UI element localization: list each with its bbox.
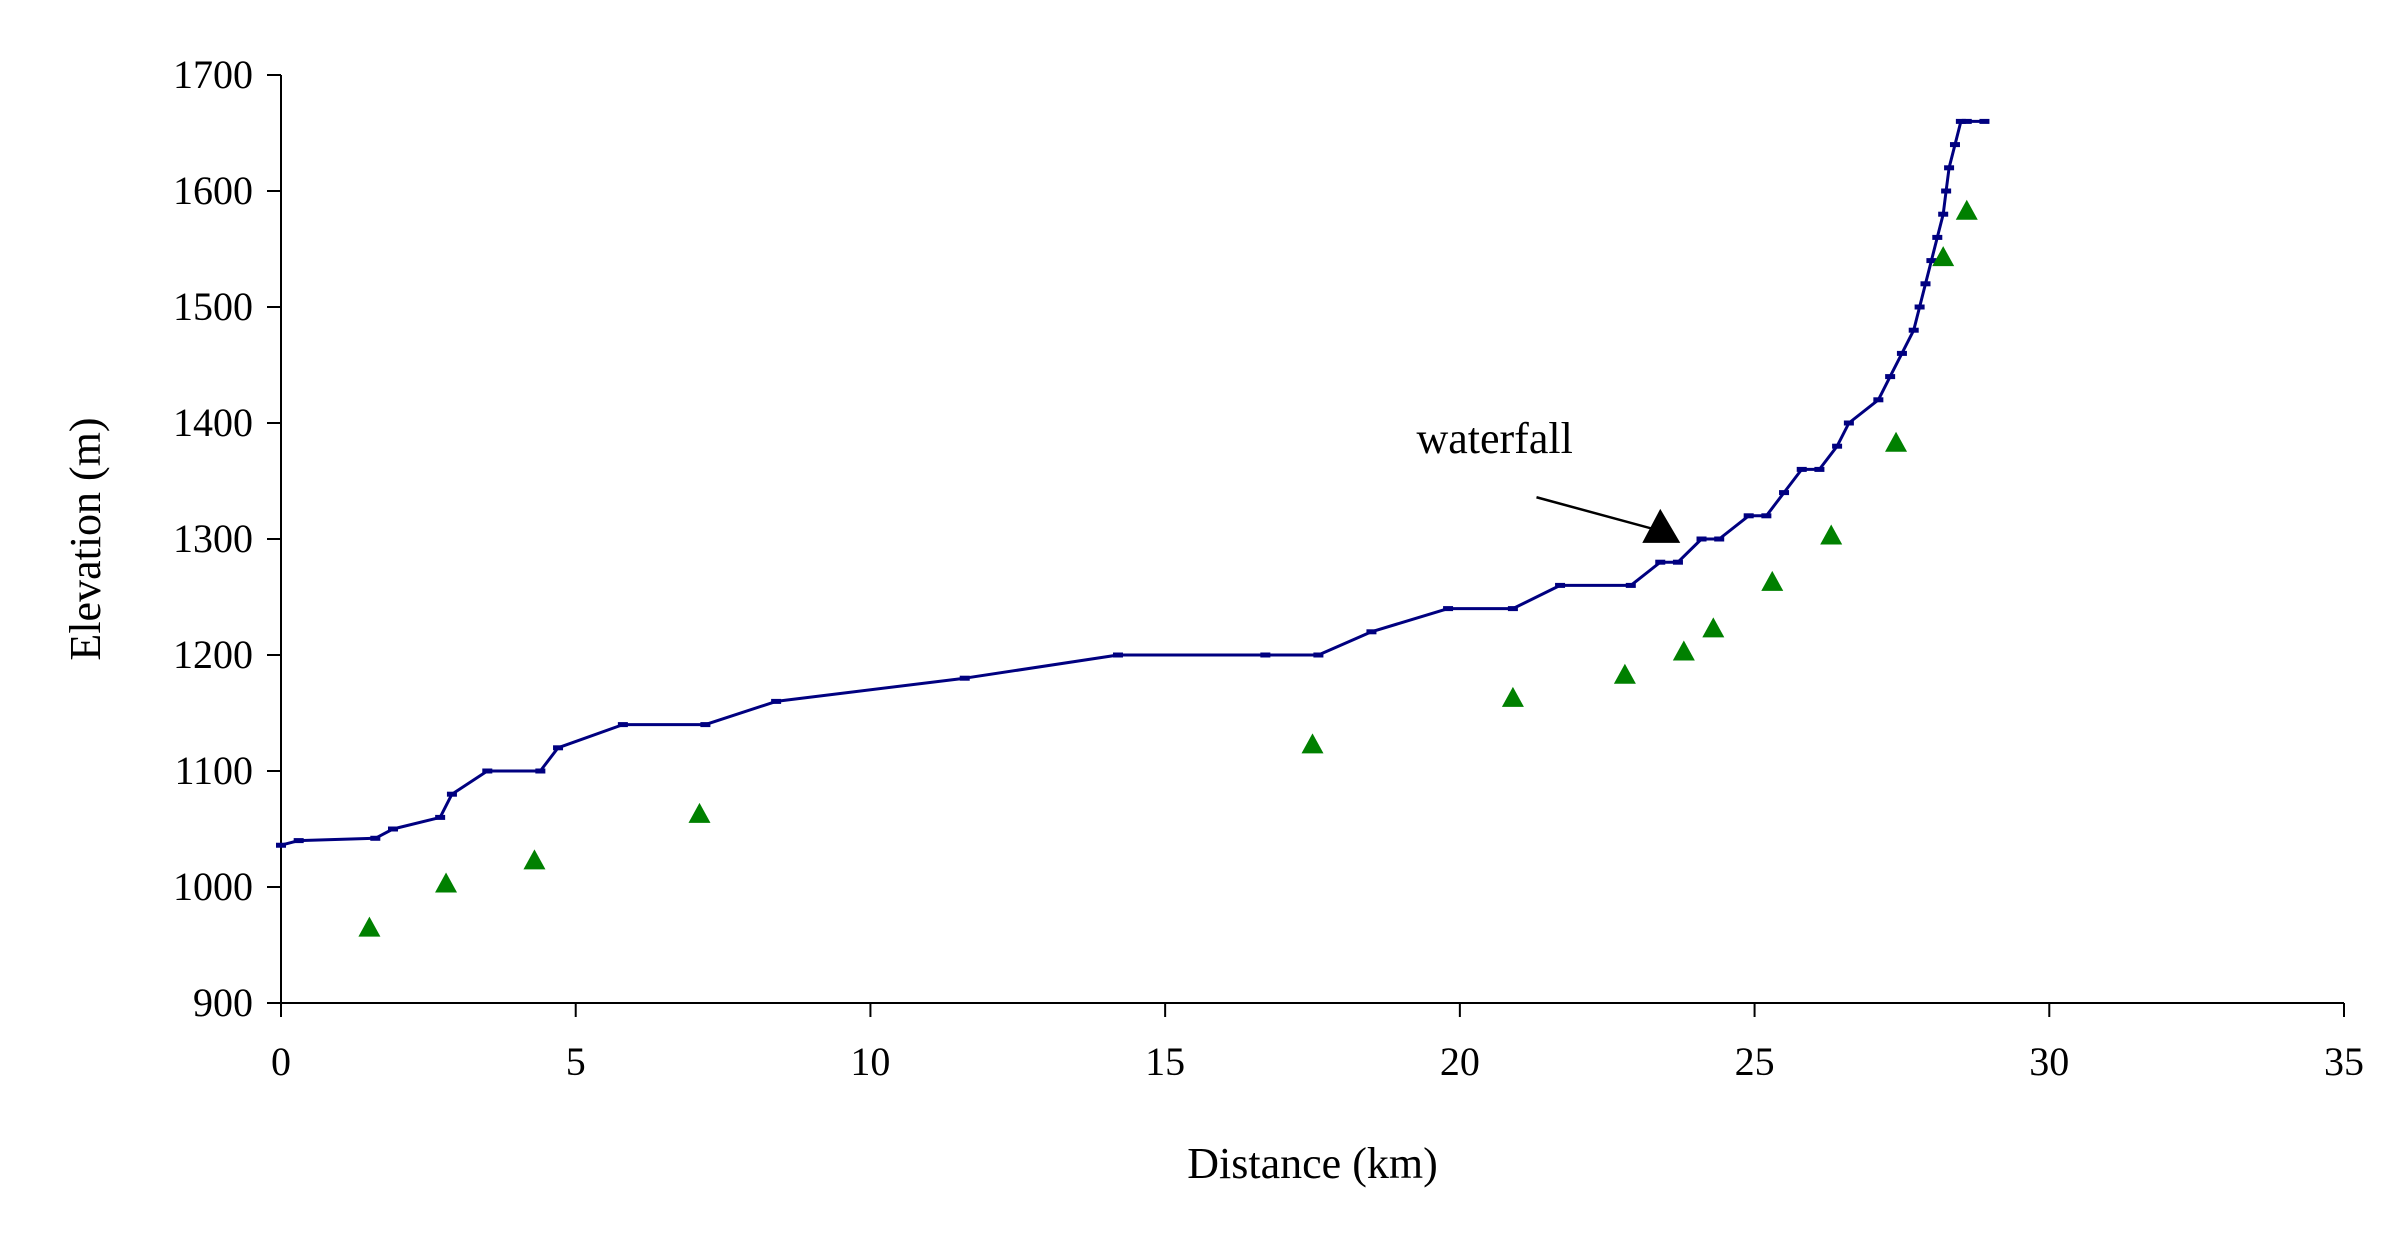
y-tick-label: 1400 bbox=[173, 400, 253, 445]
series-0-point bbox=[1655, 559, 1666, 565]
x-tick-label: 15 bbox=[1145, 1039, 1185, 1084]
y-tick-label: 1500 bbox=[173, 284, 253, 329]
series-0-point bbox=[959, 675, 970, 681]
y-tick-label: 1700 bbox=[173, 52, 253, 97]
series-0-point bbox=[1932, 234, 1943, 240]
series-0-point bbox=[1926, 258, 1937, 264]
series-0-point bbox=[1832, 443, 1843, 449]
series-0-point bbox=[446, 791, 457, 797]
series-1-triangle bbox=[1672, 640, 1695, 661]
series-0-point bbox=[293, 838, 304, 844]
series-0-point bbox=[1507, 606, 1518, 612]
series-0-point bbox=[617, 722, 628, 728]
annotation-waterfall-label: waterfall bbox=[1416, 414, 1572, 463]
series-1-triangle bbox=[1501, 686, 1524, 707]
series-0-point bbox=[1313, 652, 1324, 658]
series-0-point bbox=[553, 745, 564, 751]
x-tick-label: 5 bbox=[566, 1039, 586, 1084]
series-0-point bbox=[276, 842, 286, 848]
annotation-arrow-line bbox=[1536, 496, 1661, 533]
series-0-point bbox=[370, 835, 381, 841]
series-0-point bbox=[1796, 466, 1807, 472]
series-0-point bbox=[387, 826, 398, 832]
series-0-line bbox=[280, 119, 1985, 847]
series-0-point bbox=[1873, 397, 1884, 403]
series-0-point bbox=[1779, 490, 1790, 496]
series-0-point bbox=[1814, 466, 1825, 472]
y-tick-label: 1100 bbox=[174, 748, 253, 793]
series-1-triangle bbox=[1761, 570, 1784, 591]
series-1-triangle bbox=[688, 802, 711, 823]
series-0-point bbox=[1885, 374, 1896, 380]
series-0-point bbox=[1914, 304, 1925, 310]
plot-area bbox=[276, 118, 1990, 937]
series-0-point bbox=[1366, 629, 1377, 635]
series-0-point bbox=[482, 768, 493, 774]
series-0-point bbox=[1843, 420, 1854, 426]
series-0-point bbox=[1920, 281, 1931, 287]
y-ticks: 900 1000 1100 1200 1300 1400 1500 1600 1700 bbox=[173, 52, 281, 1025]
series-1-triangle bbox=[1955, 199, 1978, 220]
x-axis-title: Distance (km) bbox=[1187, 1139, 1437, 1188]
series-0-point bbox=[1955, 118, 1966, 124]
x-tick-label: 10 bbox=[850, 1039, 890, 1084]
y-tick-label: 1000 bbox=[173, 864, 253, 909]
series-1-triangle bbox=[358, 916, 381, 937]
y-axis-title: Elevation (m) bbox=[61, 417, 110, 660]
x-tick-label: 35 bbox=[2324, 1039, 2364, 1084]
series-1-triangle bbox=[1932, 246, 1955, 267]
x-ticks: 0 5 10 15 20 25 30 35 bbox=[271, 1003, 2364, 1084]
series-0-point bbox=[700, 722, 711, 728]
y-tick-label: 1600 bbox=[173, 168, 253, 213]
series-0-point bbox=[1112, 652, 1123, 658]
series-1-triangle bbox=[1301, 733, 1324, 754]
annotations: waterfall bbox=[1416, 414, 1681, 543]
axes bbox=[280, 75, 2344, 1004]
series-0-point bbox=[1625, 582, 1636, 588]
x-tick-label: 30 bbox=[2029, 1039, 2069, 1084]
series-0-point bbox=[1896, 350, 1907, 356]
series-1-triangle bbox=[1613, 663, 1636, 684]
series-0-point bbox=[1949, 142, 1960, 148]
y-tick-label: 1200 bbox=[173, 632, 253, 677]
series-0-point bbox=[435, 814, 446, 820]
series-0-point bbox=[1743, 513, 1754, 519]
series-0-point bbox=[1696, 536, 1707, 542]
x-tick-label: 20 bbox=[1440, 1039, 1480, 1084]
y-tick-label: 1300 bbox=[173, 516, 253, 561]
series-0-point bbox=[1979, 118, 1990, 124]
annotation-waterfall-triangle bbox=[1642, 508, 1681, 543]
series-1-triangle bbox=[435, 872, 458, 893]
series-1-triangle bbox=[1702, 617, 1725, 638]
series-1-triangle bbox=[1820, 524, 1843, 545]
series-0-point bbox=[771, 698, 782, 704]
series-1-triangle bbox=[523, 849, 546, 870]
y-tick-label: 900 bbox=[193, 980, 253, 1025]
series-0-point bbox=[1443, 606, 1454, 612]
series-0-point bbox=[1908, 327, 1919, 333]
series-0-point bbox=[1941, 188, 1952, 194]
series-0-point bbox=[1761, 513, 1772, 519]
series-1-triangle bbox=[1885, 431, 1908, 452]
series-0-point bbox=[535, 768, 546, 774]
series-0-point bbox=[1944, 165, 1955, 171]
series-0-point bbox=[1938, 211, 1949, 217]
series-0-point bbox=[1672, 559, 1683, 565]
series-0-point bbox=[1961, 118, 1972, 124]
series-0-point bbox=[1260, 652, 1271, 658]
x-tick-label: 0 bbox=[271, 1039, 291, 1084]
series-0-point bbox=[1714, 536, 1725, 542]
x-tick-label: 25 bbox=[1735, 1039, 1775, 1084]
series-0-point bbox=[1555, 582, 1566, 588]
